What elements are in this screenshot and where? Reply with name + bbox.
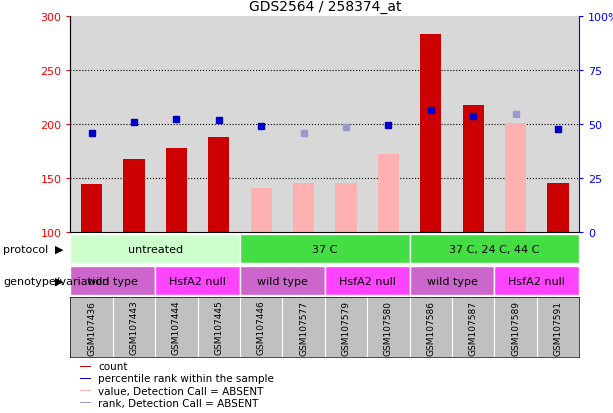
Text: rank, Detection Call = ABSENT: rank, Detection Call = ABSENT [98, 398, 259, 408]
Bar [547, 183, 569, 233]
Text: untreated: untreated [128, 244, 183, 254]
Text: GSM107587: GSM107587 [469, 300, 478, 355]
Text: GSM107579: GSM107579 [341, 300, 351, 355]
Text: 37 C, 24 C, 44 C: 37 C, 24 C, 44 C [449, 244, 539, 254]
Text: GSM107586: GSM107586 [427, 300, 435, 355]
Bar [505, 123, 527, 233]
Bar [463, 105, 484, 233]
Bar [80, 390, 91, 391]
Bar [409, 235, 579, 263]
Text: GSM107591: GSM107591 [554, 300, 563, 355]
Bar [421, 35, 441, 233]
Text: genotype/variation: genotype/variation [3, 276, 109, 286]
Bar [240, 267, 325, 296]
Bar [166, 149, 187, 233]
Bar [251, 189, 272, 233]
Text: value, Detection Call = ABSENT: value, Detection Call = ABSENT [98, 386, 264, 396]
Text: HsfA2 null: HsfA2 null [169, 276, 226, 286]
Text: count: count [98, 361, 128, 371]
Text: GSM107436: GSM107436 [87, 300, 96, 355]
Text: GSM107443: GSM107443 [129, 300, 139, 355]
Text: ▶: ▶ [55, 244, 64, 254]
Title: GDS2564 / 258374_at: GDS2564 / 258374_at [249, 0, 401, 14]
Text: GSM107445: GSM107445 [215, 300, 223, 355]
Text: wild type: wild type [427, 276, 478, 286]
Bar [80, 402, 91, 404]
Bar [240, 235, 409, 263]
Text: GSM107444: GSM107444 [172, 300, 181, 354]
Text: GSM107580: GSM107580 [384, 300, 393, 355]
Bar [208, 138, 229, 233]
Text: GSM107577: GSM107577 [299, 300, 308, 355]
Text: wild type: wild type [257, 276, 308, 286]
Text: 37 C: 37 C [312, 244, 338, 254]
Bar [80, 366, 91, 367]
Bar [293, 183, 314, 233]
Text: wild type: wild type [88, 276, 139, 286]
Text: HsfA2 null: HsfA2 null [508, 276, 565, 286]
Text: ▶: ▶ [55, 276, 64, 286]
Text: GSM107589: GSM107589 [511, 300, 520, 355]
Bar [335, 183, 357, 233]
Bar [495, 267, 579, 296]
Bar [325, 267, 409, 296]
Text: protocol: protocol [3, 244, 48, 254]
Bar [123, 159, 145, 233]
Text: GSM107446: GSM107446 [257, 300, 266, 355]
Bar [80, 378, 91, 379]
Text: HsfA2 null: HsfA2 null [339, 276, 396, 286]
Bar [155, 267, 240, 296]
Bar [81, 184, 102, 233]
Bar [70, 267, 155, 296]
Bar [378, 155, 399, 233]
Bar [409, 267, 495, 296]
Text: percentile rank within the sample: percentile rank within the sample [98, 373, 274, 383]
Bar [70, 235, 240, 263]
